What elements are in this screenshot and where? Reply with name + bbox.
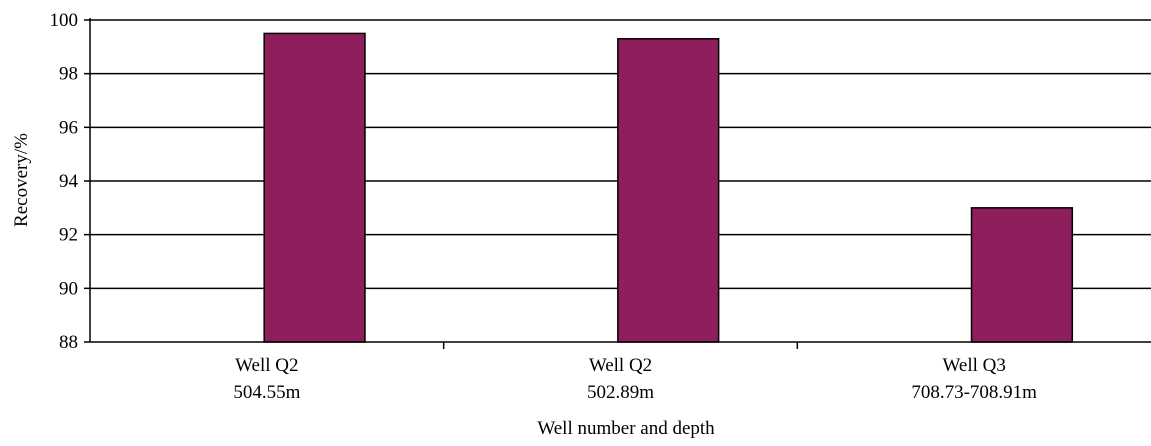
bars	[263, 32, 1074, 343]
y-tick-label: 98	[59, 64, 78, 85]
y-tick-label: 92	[59, 225, 78, 246]
bar	[970, 207, 1074, 343]
x-tick-labels: Well Q2 504.55m Well Q2 502.89m Well Q3 708.7…	[233, 355, 1037, 403]
bar	[263, 32, 366, 343]
x-axis-label: Well number and depth	[537, 418, 715, 439]
x-tick-label-line1: Well Q2	[589, 355, 652, 376]
x-tick-label-line1: Well Q3	[942, 355, 1005, 376]
x-tick-label-line2: 708.73-708.91m	[911, 382, 1037, 403]
x-tick-label-line1: Well Q2	[235, 355, 298, 376]
y-tick-label: 96	[59, 117, 78, 138]
y-axis-label: Recovery/%	[11, 133, 32, 227]
x-tick-label-line2: 504.55m	[233, 382, 300, 403]
axes	[84, 18, 1151, 349]
x-tick-label-line2: 502.89m	[587, 382, 654, 403]
y-tick-label: 100	[50, 10, 79, 31]
y-tick-label: 94	[59, 171, 79, 192]
bar	[617, 38, 720, 343]
y-tick-label: 90	[59, 278, 78, 299]
y-tick-labels: 88 90 92 94 96 98 100	[50, 10, 79, 353]
y-tick-label: 88	[59, 332, 78, 353]
